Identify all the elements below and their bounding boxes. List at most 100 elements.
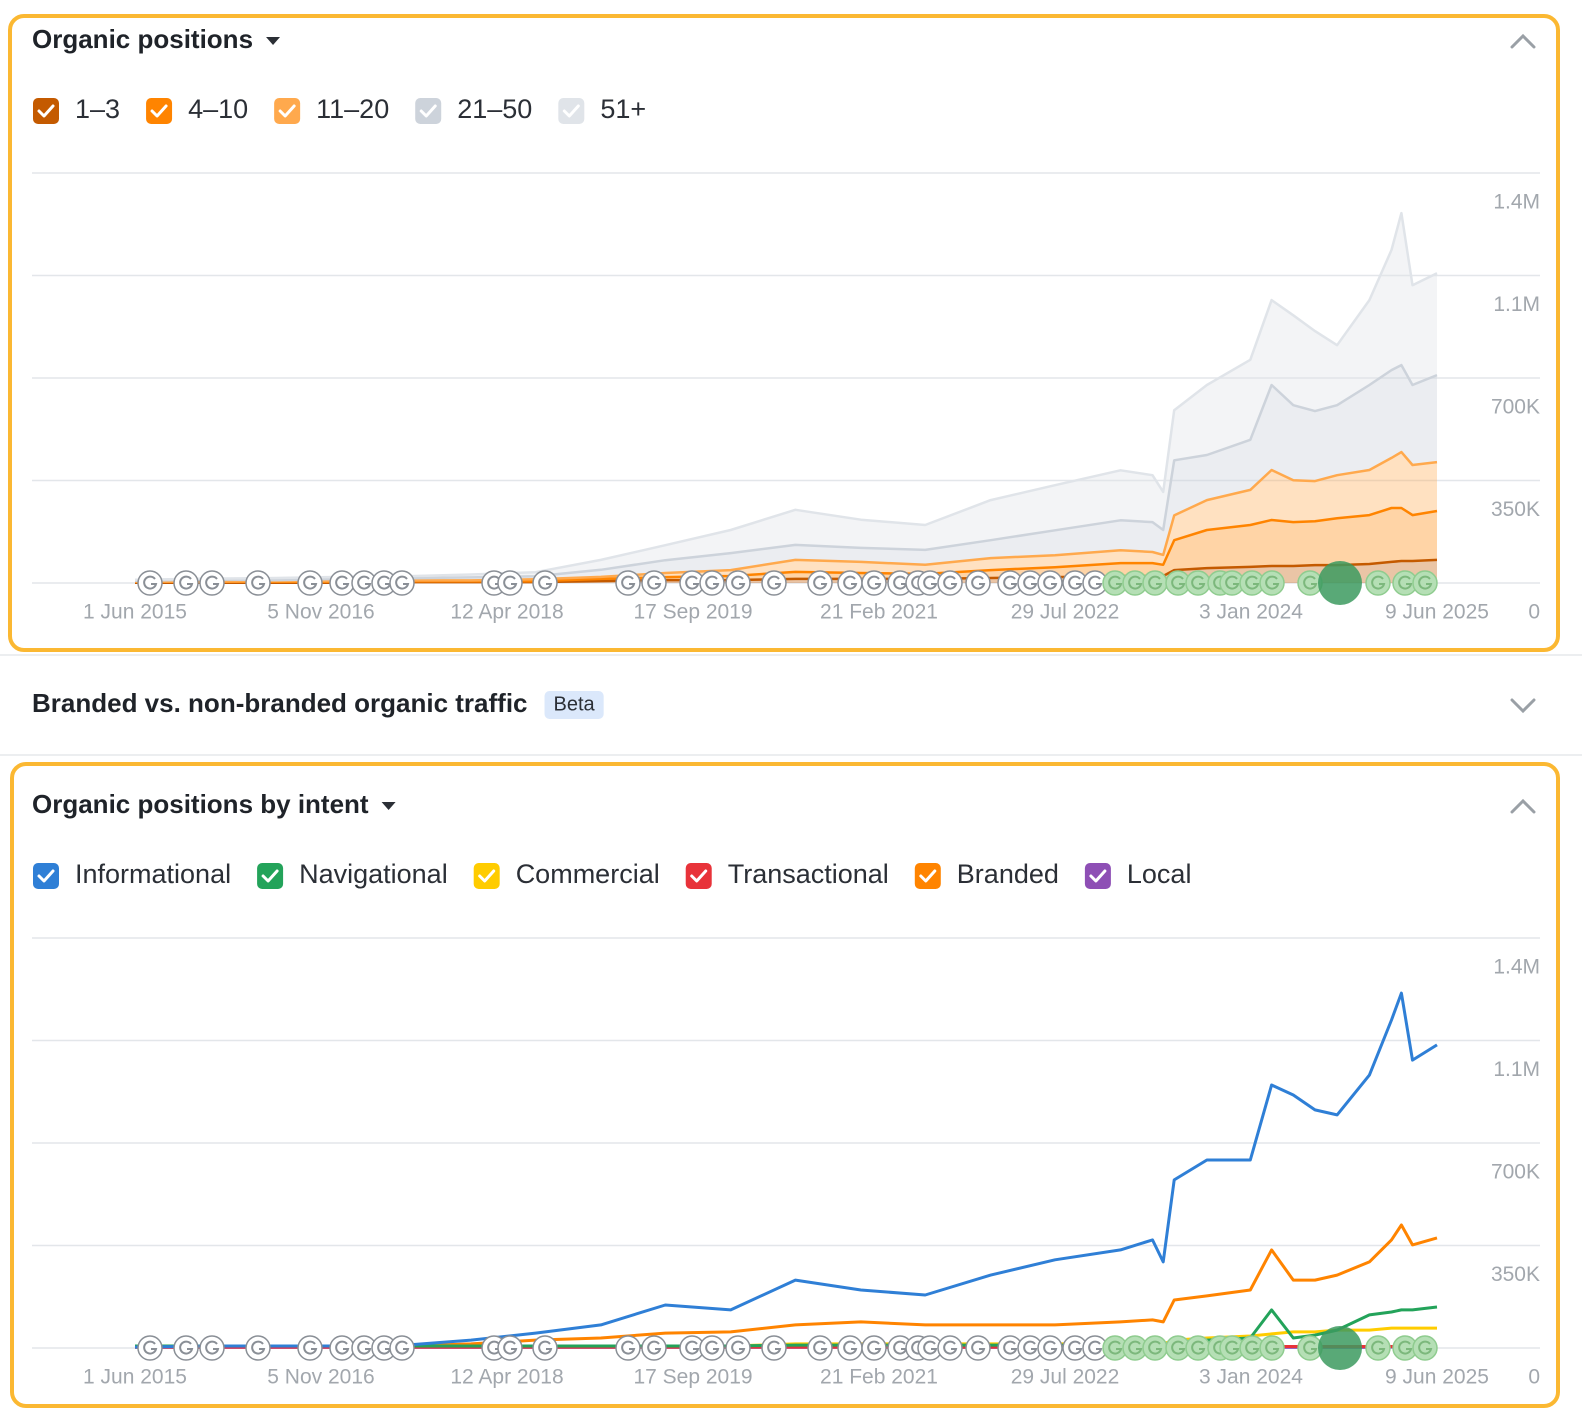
event-marker[interactable] [532, 1335, 558, 1361]
event-marker[interactable] [699, 1335, 725, 1361]
event-marker[interactable] [1318, 1326, 1362, 1370]
event-marker[interactable] [965, 570, 991, 596]
event-marker[interactable] [245, 570, 271, 596]
event-marker[interactable] [807, 570, 833, 596]
event-marker[interactable] [861, 1335, 887, 1361]
event-marker[interactable] [1185, 570, 1211, 596]
legend-checkbox[interactable] [33, 98, 59, 124]
event-marker[interactable] [699, 570, 725, 596]
event-marker[interactable] [532, 570, 558, 596]
section-title[interactable]: Branded vs. non-branded organic traffic [32, 688, 528, 718]
event-marker[interactable] [965, 1335, 991, 1361]
expand-chevron[interactable] [1510, 698, 1536, 714]
event-marker[interactable] [937, 570, 963, 596]
event-marker[interactable] [725, 570, 751, 596]
event-marker[interactable] [137, 570, 163, 596]
event-icon [1023, 1340, 1038, 1355]
legend-checkbox[interactable] [558, 98, 585, 124]
y-tick-label: 1.1M [1493, 293, 1540, 316]
event-marker[interactable] [641, 1335, 667, 1361]
event-marker[interactable] [1185, 1335, 1211, 1361]
event-marker[interactable] [615, 570, 641, 596]
event-marker[interactable] [861, 570, 887, 596]
y-tick-label: 1.4M [1493, 191, 1540, 214]
event-marker[interactable] [761, 570, 787, 596]
event-marker[interactable] [329, 570, 355, 596]
dropdown-arrow[interactable] [381, 802, 396, 810]
event-marker[interactable] [199, 570, 225, 596]
legend-label[interactable]: Navigational [299, 859, 448, 889]
legend-label[interactable]: 4–10 [188, 94, 248, 124]
event-icon [1303, 1340, 1318, 1355]
chart-title[interactable]: Organic positions by intent [32, 789, 369, 819]
event-marker[interactable] [807, 1335, 833, 1361]
event-marker[interactable] [329, 1335, 355, 1361]
legend-checkbox[interactable] [257, 863, 284, 889]
y-tick-label: 350K [1491, 1263, 1540, 1286]
event-marker[interactable] [1037, 570, 1063, 596]
event-marker[interactable] [1142, 1335, 1168, 1361]
event-marker[interactable] [615, 1335, 641, 1361]
event-marker[interactable] [497, 1335, 523, 1361]
event-icon [705, 1340, 720, 1355]
x-tick-label: 1 Jun 2015 [83, 1366, 187, 1389]
legend-checkbox[interactable] [274, 98, 301, 124]
legend-label[interactable]: 1–3 [75, 94, 120, 124]
collapse-chevron[interactable] [1510, 798, 1536, 814]
event-marker[interactable] [1037, 1335, 1063, 1361]
event-marker[interactable] [1365, 1335, 1391, 1361]
legend-label[interactable]: Commercial [516, 859, 660, 889]
event-marker[interactable] [389, 570, 415, 596]
event-marker[interactable] [1259, 570, 1285, 596]
event-marker[interactable] [245, 1335, 271, 1361]
event-marker[interactable] [199, 1335, 225, 1361]
event-marker[interactable] [1412, 1335, 1438, 1361]
dropdown-arrow[interactable] [266, 37, 281, 45]
legend-label[interactable]: Branded [957, 859, 1059, 889]
event-marker[interactable] [761, 1335, 787, 1361]
legend-checkbox[interactable] [685, 863, 712, 889]
legend-label[interactable]: 51+ [600, 94, 646, 124]
event-icon [1225, 575, 1240, 590]
event-marker[interactable] [1259, 1335, 1285, 1361]
x-tick-label: 9 Jun 2025 [1385, 601, 1489, 624]
event-icon [143, 1340, 158, 1355]
event-marker[interactable] [173, 570, 199, 596]
event-marker[interactable] [1318, 561, 1362, 605]
legend-checkbox[interactable] [1084, 863, 1111, 889]
legend-label[interactable]: 11–20 [316, 94, 389, 124]
event-marker[interactable] [641, 570, 667, 596]
event-marker[interactable] [173, 1335, 199, 1361]
event-marker[interactable] [389, 1335, 415, 1361]
event-marker[interactable] [297, 570, 323, 596]
event-marker[interactable] [837, 1335, 863, 1361]
event-marker[interactable] [1412, 570, 1438, 596]
event-marker[interactable] [497, 570, 523, 596]
event-marker[interactable] [837, 570, 863, 596]
legend-label[interactable]: Informational [75, 859, 231, 889]
legend-checkbox[interactable] [146, 98, 173, 124]
event-icon [357, 575, 372, 590]
legend-checkbox[interactable] [33, 863, 59, 889]
chart-title[interactable]: Organic positions [32, 24, 253, 54]
legend-label[interactable]: Transactional [728, 859, 889, 889]
legend-label[interactable]: Local [1127, 859, 1192, 889]
event-icon [1043, 1340, 1058, 1355]
event-icon [1128, 575, 1143, 590]
event-marker[interactable] [1365, 570, 1391, 596]
series-line [134, 1223, 1438, 1349]
checkmark [37, 869, 55, 883]
event-marker[interactable] [137, 1335, 163, 1361]
event-marker[interactable] [1142, 570, 1168, 596]
event-icon [1265, 1340, 1280, 1355]
event-marker[interactable] [297, 1335, 323, 1361]
collapse-chevron[interactable] [1510, 33, 1536, 49]
legend-checkbox[interactable] [914, 863, 941, 889]
event-marker[interactable] [725, 1335, 751, 1361]
event-icon [1068, 1340, 1083, 1355]
legend-label[interactable]: 21–50 [457, 94, 532, 124]
event-icon [943, 1340, 958, 1355]
legend-checkbox[interactable] [473, 863, 500, 889]
legend-checkbox[interactable] [415, 98, 442, 124]
event-marker[interactable] [937, 1335, 963, 1361]
